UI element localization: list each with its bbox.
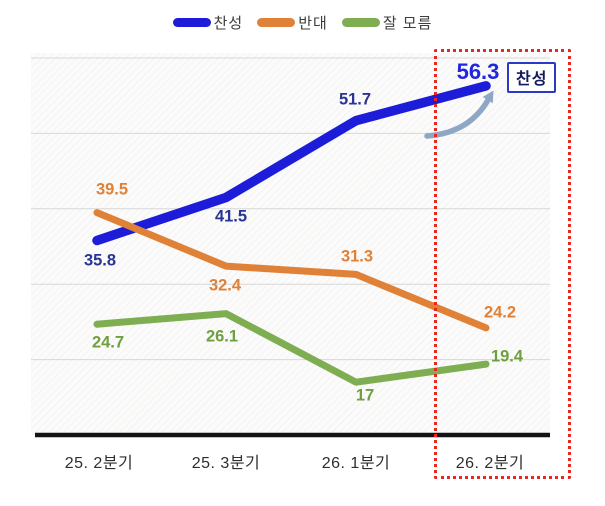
legend-item-oppose: 반대 (257, 12, 328, 33)
x-axis-label-q3: 26. 1분기 (321, 455, 391, 472)
data-label: 39.5 (96, 180, 128, 198)
legend-item-approve: 찬성 (172, 12, 244, 33)
legend-label-approve: 찬성 (213, 14, 244, 32)
plot-area (31, 53, 550, 435)
data-label: 17 (356, 386, 374, 404)
data-label: 24.7 (92, 333, 124, 351)
data-label: 41.5 (215, 207, 247, 225)
data-label: 32.4 (209, 276, 242, 294)
data-label: 19.4 (491, 347, 524, 365)
series-line-0 (92, 81, 491, 246)
x-axis-label-q1: 25. 2분기 (64, 455, 134, 472)
legend-label-oppose: 반대 (298, 14, 328, 32)
x-axis-label-q2: 25. 3분기 (191, 455, 261, 472)
chart-legend: 찬성 반대 잘 모름 (0, 10, 605, 34)
annotation-box: 찬성 (507, 62, 557, 93)
legend-item-unsure: 잘 모름 (341, 12, 433, 33)
data-label: 24.2 (484, 303, 516, 321)
emphasis-arrow-head (482, 90, 494, 104)
data-label: 31.3 (341, 247, 373, 265)
legend-line-swatch-oppose (257, 17, 296, 27)
legend-label-unsure: 잘 모름 (382, 14, 433, 32)
data-label: 35.8 (84, 251, 116, 269)
x-axis-label-q4: 26. 2분기 (455, 455, 525, 472)
legend-line-swatch-unsure (341, 17, 380, 27)
legend-line-swatch-approve (172, 17, 211, 27)
data-label-emphasized: 56.3 (457, 59, 500, 84)
data-label: 26.1 (206, 327, 238, 345)
data-label: 51.7 (339, 90, 371, 108)
series-line-2 (93, 310, 490, 386)
series-line-1 (93, 209, 490, 332)
